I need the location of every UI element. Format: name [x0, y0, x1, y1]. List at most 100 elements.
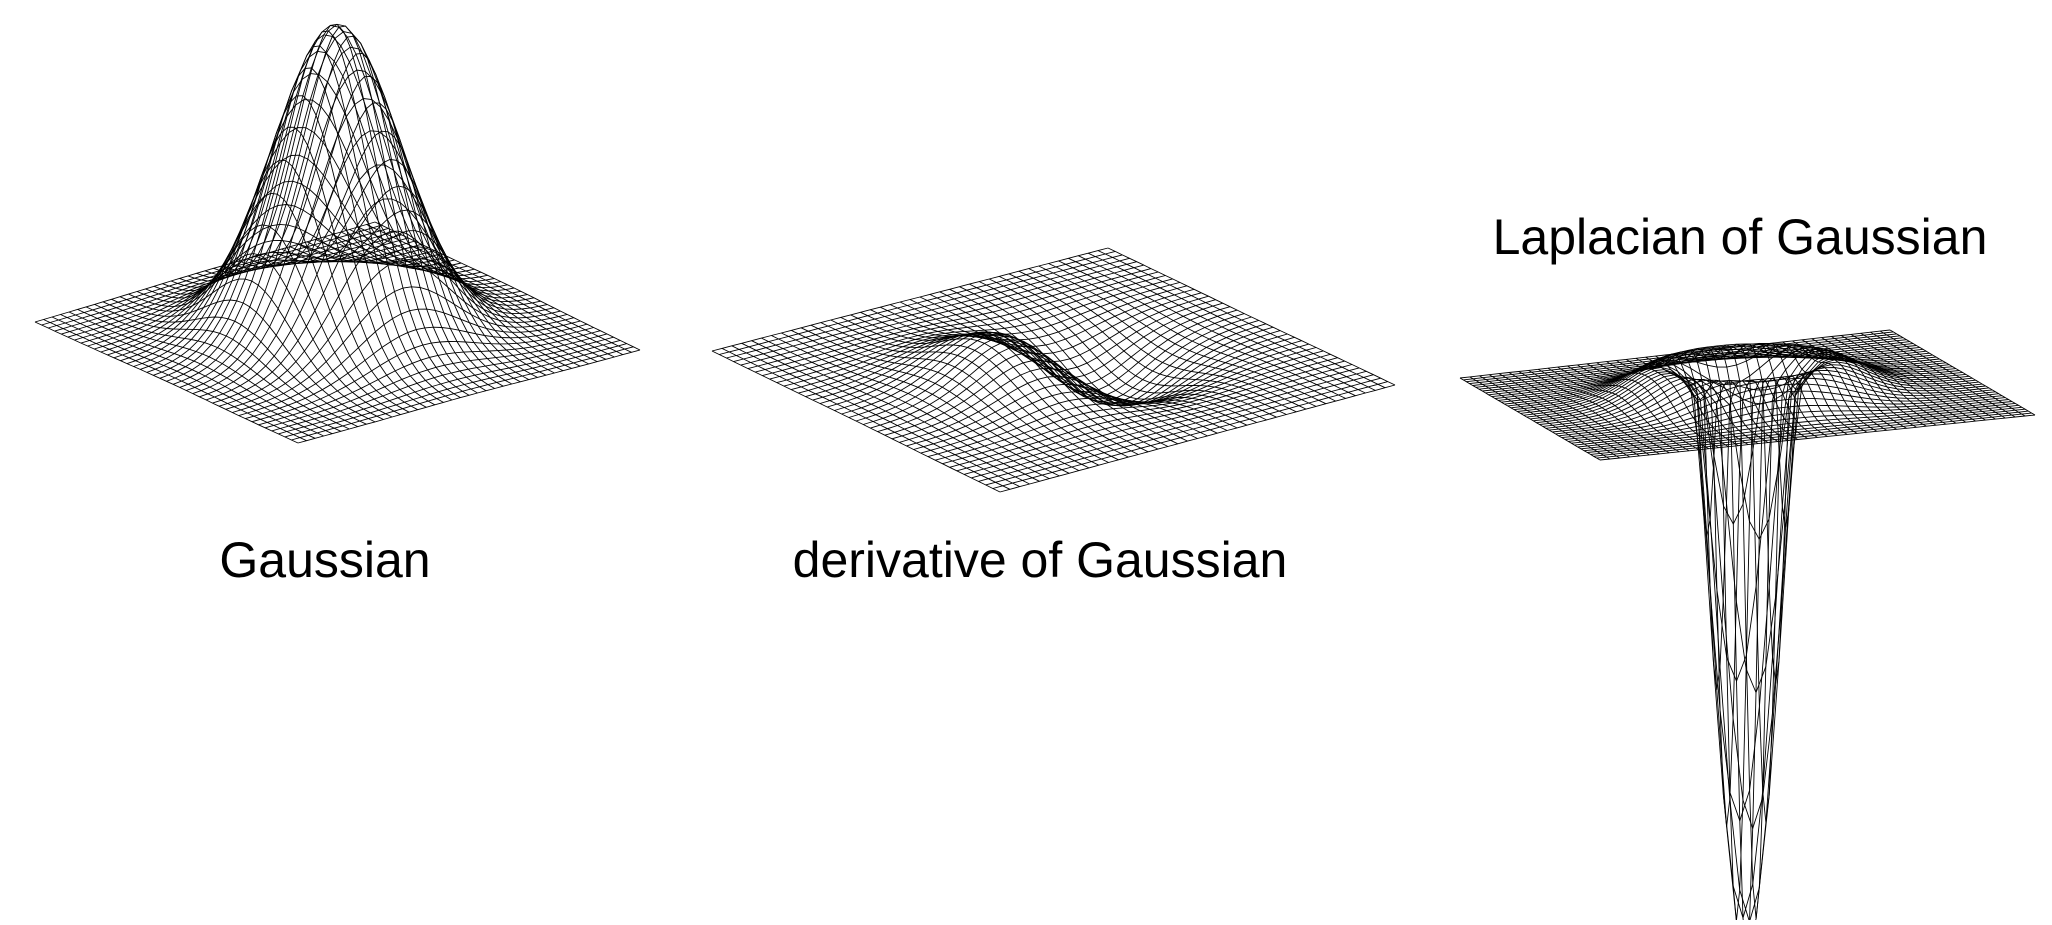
gaussian-mesh-line-v	[41, 224, 382, 326]
gaussian-mesh-line-v	[238, 308, 581, 417]
gaussian-mesh-line-v	[232, 286, 574, 413]
dog-mesh-line-v	[769, 275, 1166, 380]
gaussian-caption: Gaussian	[219, 532, 431, 588]
dog-mesh-line-v	[963, 367, 1360, 475]
log-mesh-line-v	[1514, 345, 1947, 411]
gaussian-mesh-line-v	[87, 246, 429, 347]
dog-mesh-line-u	[711, 350, 1001, 493]
gaussian-mesh-line-v	[94, 240, 435, 350]
gaussian-mesh-line-v	[251, 327, 594, 423]
log-mesh-line-v	[1526, 351, 1960, 920]
log-mesh-line-v	[1561, 383, 1996, 439]
log-mesh-line-u	[1664, 346, 1808, 921]
dog-mesh-line-v	[726, 254, 1123, 359]
gaussian-mesh-line-v	[297, 349, 641, 444]
dog-mesh-line-v	[949, 360, 1345, 468]
log-mesh-line-v	[1552, 370, 1986, 433]
dog-mesh-line-v	[733, 257, 1130, 363]
gaussian-mesh-line-v	[146, 50, 488, 373]
gaussian-mesh-line-v	[54, 231, 396, 332]
dog-mesh-line-v	[798, 288, 1195, 394]
dog-mesh-line-v	[711, 247, 1109, 352]
gaussian-mesh-line-v	[107, 204, 449, 356]
gaussian-mesh-line-u	[119, 278, 384, 420]
gaussian-mesh-line-v	[133, 99, 475, 367]
log-mesh-line-v	[1459, 329, 1891, 379]
dog-mesh-line-v	[841, 309, 1238, 415]
gaussian-mesh-line-v	[172, 31, 515, 385]
dog-mesh-line-v	[956, 364, 1353, 472]
gaussian-mesh-line-v	[271, 336, 614, 432]
log-mesh-line-v	[1542, 361, 1976, 541]
dog-mesh-line-v	[776, 278, 1173, 384]
dog-mesh-line-v	[877, 326, 1274, 433]
dog-mesh-line-v	[891, 333, 1288, 440]
log-mesh-line-v	[1564, 390, 1999, 440]
dog-mesh-line-v	[992, 381, 1388, 489]
gaussian-mesh-line-v	[34, 221, 376, 323]
dog-mesh-line-v	[985, 377, 1381, 486]
gaussian-mesh-line-u	[264, 158, 530, 380]
gaussian-mesh-line-v	[264, 333, 608, 429]
gaussian-mesh-line-u	[68, 311, 333, 435]
gaussian-mesh-line-v	[159, 24, 501, 379]
gaussian-mesh-line-v	[258, 330, 601, 426]
log-mesh-line-v	[1501, 343, 1933, 403]
gaussian-surface	[34, 23, 641, 444]
gaussian-mesh-line-v	[205, 164, 548, 401]
log-mesh-line-v	[1549, 367, 1983, 431]
gaussian-mesh-line-v	[48, 227, 389, 329]
dog-mesh-line-v	[920, 347, 1317, 454]
laplacian-of-gaussian-surface	[1459, 329, 2036, 925]
dog-mesh-line-v	[884, 330, 1281, 436]
gaussian-mesh-line-u	[298, 243, 564, 372]
log-mesh-line-v	[1571, 397, 2006, 444]
dog-mesh-line-v	[755, 268, 1152, 373]
log-mesh-line-v	[1475, 339, 1907, 388]
log-mesh-line-v	[1536, 357, 1970, 830]
dog-mesh-line-v	[783, 281, 1180, 387]
gaussian-mesh-line-v	[245, 323, 588, 420]
gaussian-mesh-line-v	[153, 34, 495, 376]
log-mesh-line-v	[1479, 341, 1910, 390]
log-mesh-line-v	[1472, 337, 1904, 386]
log-mesh-line-v	[1504, 342, 1937, 405]
dog-mesh-line-u	[899, 301, 1188, 442]
dog-mesh-line-u	[870, 309, 1159, 450]
dog-mesh-line-u	[791, 329, 1080, 472]
log-mesh-line-v	[1545, 364, 1980, 429]
dog-mesh-line-v	[863, 319, 1259, 425]
dog-mesh-line-v	[762, 271, 1159, 377]
gaussian-mesh-line-v	[199, 130, 541, 398]
dog-mesh-line-v	[999, 384, 1396, 493]
dog-mesh-line-v	[848, 313, 1245, 418]
log-mesh-line-u	[1850, 334, 1996, 420]
log-mesh-line-v	[1488, 346, 1920, 396]
dog-mesh-line-v	[834, 306, 1231, 411]
gaussian-mesh-line-v	[80, 243, 422, 344]
log-mesh-line-v	[1599, 414, 2036, 461]
dog-mesh-line-u	[890, 304, 1178, 445]
log-mesh-line-v	[1529, 353, 1963, 925]
laplacian-of-gaussian-caption: Laplacian of Gaussian	[1492, 209, 1988, 265]
log-mesh-line-v	[1596, 412, 2032, 459]
dog-mesh-line-v	[747, 264, 1145, 370]
dog-mesh-line-u	[949, 288, 1238, 429]
dog-mesh-line-v	[719, 250, 1116, 355]
log-mesh-line-v	[1517, 346, 1950, 525]
log-mesh-line-v	[1466, 333, 1897, 383]
gaussian-mesh-line-v	[284, 343, 627, 438]
dog-mesh-line-v	[812, 295, 1209, 401]
log-mesh-line-v	[1498, 345, 1930, 401]
gaussian-mesh-line-v	[100, 223, 442, 353]
log-mesh-line-v	[1574, 399, 2009, 446]
log-mesh-line-v	[1539, 359, 1973, 694]
log-mesh-line-v	[1568, 395, 2003, 442]
log-mesh-line-v	[1584, 404, 2019, 452]
dog-mesh-line-v	[935, 353, 1331, 461]
log-mesh-line-v	[1463, 331, 1894, 381]
log-mesh-line-v	[1520, 347, 1953, 683]
gaussian-mesh-line-v	[218, 230, 561, 407]
